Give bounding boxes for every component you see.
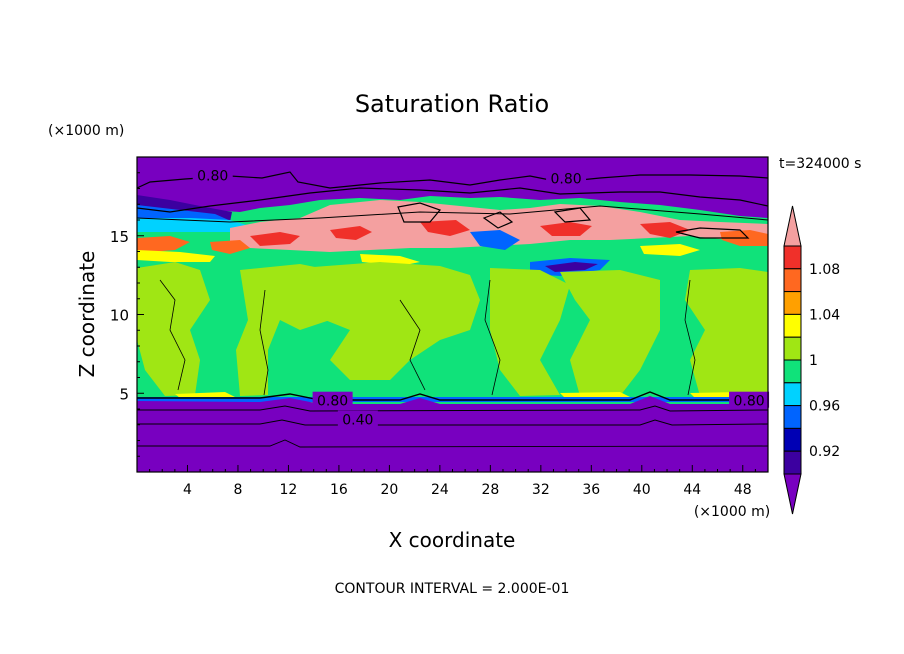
contour-label: 0.80 [550,172,581,188]
x-tick-label: 8 [233,482,242,498]
x-axis-label: X coordinate [389,528,516,552]
x-tick-label: 28 [481,482,499,498]
yellow-patches [137,244,700,266]
contour-line-lower-2 [137,405,768,412]
colorbar-bin [783,405,802,429]
y-axis-ticks: 5 10 15 [110,172,144,457]
colorbar-bin [783,427,802,452]
colorbar-label: 0.96 [809,399,840,415]
contour-labels: 0.80 0.80 0.80 0.80 0.40 [192,166,770,429]
contour-closed-2 [482,211,514,229]
x-axis-units: (×1000 m) [694,504,770,520]
colorbar-bin [783,268,802,293]
contour-label-bg [546,169,587,186]
contour-line-cloud-5 [399,299,426,391]
upper-dry-layer [137,157,768,218]
colorbar-bin [783,359,802,384]
contour-line-lower-4 [137,439,768,448]
red-patches [250,220,690,246]
contour-label: 0.40 [342,413,373,429]
contour-line-cloud-1 [159,279,186,391]
contour-line-cloud-4 [684,279,696,396]
chart-title: Saturation Ratio [355,90,549,118]
colorbar-label: 0.92 [809,444,840,460]
x-tick-label: 44 [683,482,701,498]
contour-label: 0.80 [197,168,228,184]
colorbar-label: 1.04 [809,307,840,323]
contour-label: 0.80 [317,394,348,410]
y-axis-label: Z coordinate [75,251,99,378]
x-tick-label: 12 [280,482,298,498]
dry-intrusion-core [545,262,598,272]
cloud-column-6 [685,268,768,396]
colorbar: 1.08 1.04 1 0.96 0.92 [783,205,840,515]
colorbar-bin [783,450,802,475]
supersaturated-band [230,200,768,252]
time-label: t=324000 s [779,156,861,172]
contour-line-lower-3 [137,419,768,426]
contour-label-bg [729,391,770,408]
cloud-column-1 [137,262,210,396]
contour-interval-footer: CONTOUR INTERVAL = 2.000E-01 [335,581,570,597]
x-tick-label: 40 [633,482,651,498]
x-tick-label: 32 [532,482,550,498]
colorbar-bottom-arrow [783,473,802,515]
colorbar-bin [783,313,802,338]
contour-line-lower-1 [137,391,768,401]
lower-dry-layer [137,396,768,472]
x-tick-label: 48 [734,482,752,498]
contour-label-bg [192,166,233,183]
x-tick-label: 36 [582,482,600,498]
colorbar-bin [783,382,802,407]
surface-yellow-strip [175,392,755,398]
x-tick-label: 24 [431,482,449,498]
colorbar-bin [783,245,802,270]
contour-line-cloud-2 [259,289,269,396]
contour-closed-3 [553,207,592,223]
contour-line-upper-3 [137,205,768,223]
contour-closed-4 [675,227,750,239]
colorbar-bin [783,336,802,361]
contour-label: 0.80 [733,394,764,410]
contour-field [137,157,768,472]
colorbar-label: 1 [809,353,818,369]
y-tick-label: 10 [110,307,129,325]
contour-line-cloud-3 [484,279,501,396]
y-axis-units: (×1000 m) [48,123,124,139]
contour-closed-1 [397,202,442,223]
colorbar-top-arrow [783,205,802,247]
cloud-column-4 [490,268,570,396]
x-tick-label: 16 [330,482,348,498]
cloud-column-3 [300,262,480,380]
cloud-column-5 [560,270,660,396]
colorbar-bin [783,291,802,315]
contour-label-bg [337,410,378,427]
y-tick-label: 5 [119,385,129,403]
x-axis-ticks: 4 8 12 16 20 24 28 32 36 40 44 48 [149,465,756,498]
colorbar-label: 1.08 [809,262,840,278]
x-tick-label: 20 [380,482,398,498]
contour-line-upper-2 [137,187,768,213]
x-tick-label: 4 [183,482,192,498]
contour-label-bg [312,391,353,408]
y-tick-label: 15 [110,228,129,246]
